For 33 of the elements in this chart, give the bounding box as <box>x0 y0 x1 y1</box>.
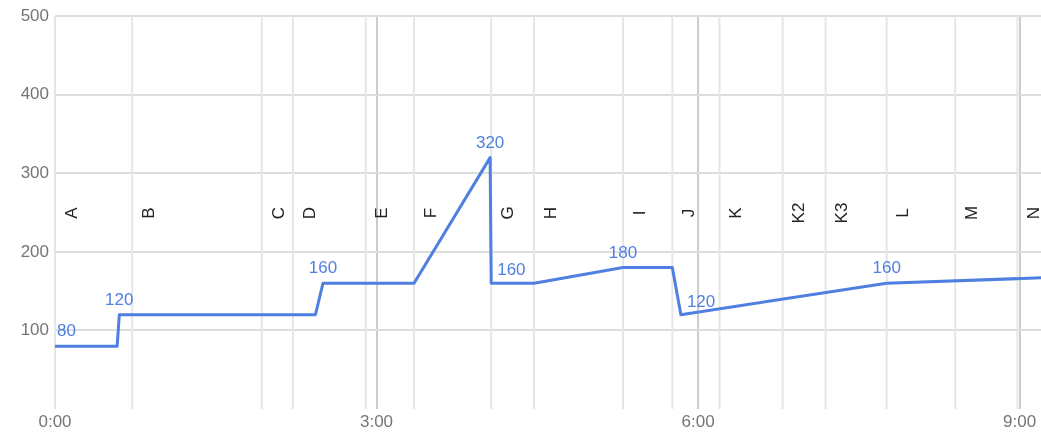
ref-line-label: H <box>540 206 560 220</box>
ref-line-label: M <box>961 205 981 221</box>
y-tick-label: 200 <box>20 241 49 261</box>
data-label: 160 <box>872 258 901 278</box>
ref-line-label: G <box>497 206 517 220</box>
data-label: 320 <box>475 132 505 152</box>
ref-line-label: I <box>629 210 649 216</box>
ref-line-label: B <box>138 207 158 219</box>
ref-line-label: K3 <box>832 202 852 224</box>
ref-line-label: L <box>893 208 913 218</box>
y-tick-label: 400 <box>20 84 49 104</box>
y-tick-label: 300 <box>20 163 49 183</box>
data-label: 120 <box>105 289 134 309</box>
ref-line-label: C <box>268 206 288 220</box>
ref-line-label: D <box>299 206 319 220</box>
data-label: 120 <box>686 291 716 311</box>
ref-line-label: E <box>372 207 392 219</box>
data-label: 160 <box>308 258 338 278</box>
ref-line-label: N <box>1024 206 1041 220</box>
x-tick-label: 6:00 <box>681 411 715 431</box>
data-label: 180 <box>608 242 638 262</box>
x-tick-label: 0:00 <box>38 411 72 431</box>
y-tick-label: 100 <box>20 320 49 340</box>
ref-line-label: K2 <box>789 202 809 224</box>
ref-line-label: K <box>726 206 746 219</box>
data-label: 160 <box>497 260 526 280</box>
ref-line-label: F <box>420 207 440 219</box>
data-label: 80 <box>56 321 76 341</box>
x-tick-label: 3:00 <box>359 411 394 431</box>
ref-line-label: J <box>679 208 699 218</box>
ref-line-label: A <box>61 206 81 219</box>
x-tick-label: 9:00 <box>1003 411 1037 431</box>
y-tick-label: 500 <box>20 5 49 25</box>
